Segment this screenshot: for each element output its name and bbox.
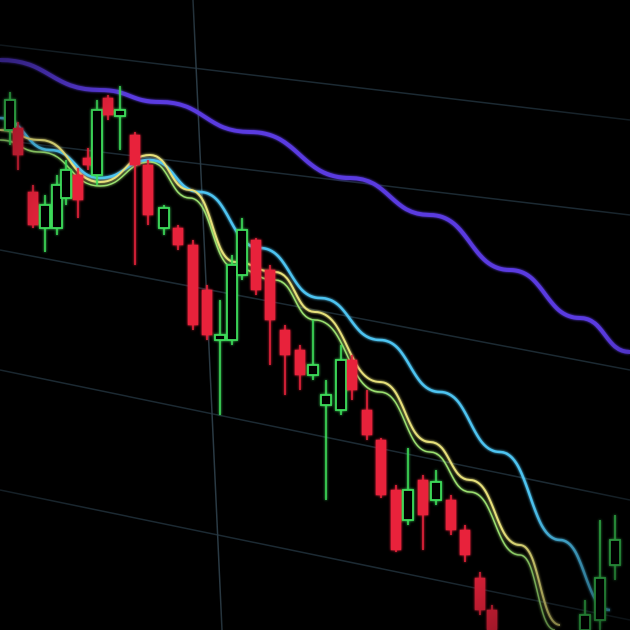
candlestick-chart-photo	[0, 0, 630, 630]
vignette	[0, 0, 630, 630]
